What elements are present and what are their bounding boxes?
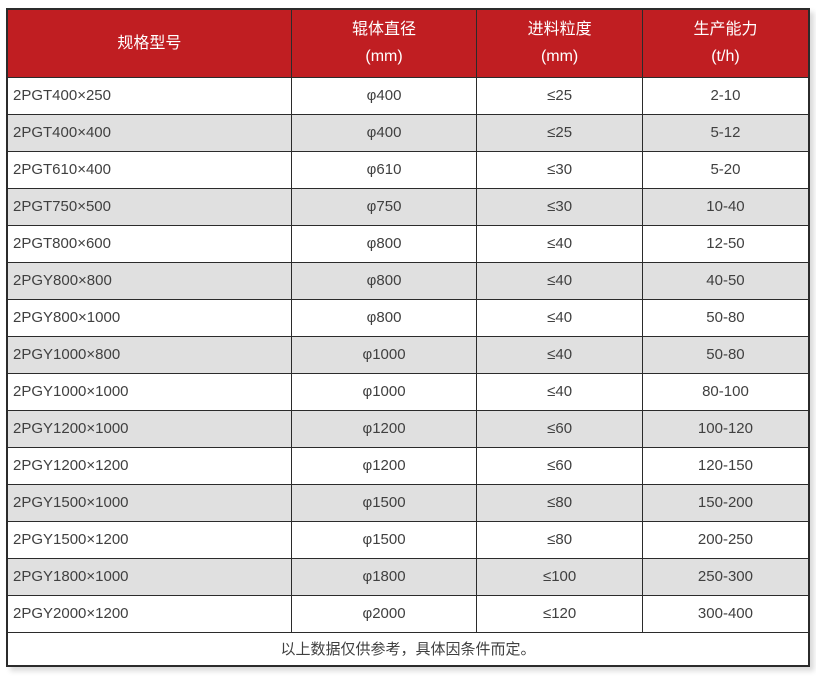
model-cell: 2PGT400×400 (6, 113, 292, 152)
column-header-label: 生产能力 (693, 21, 758, 39)
capacity-cell: 50-80 (641, 335, 810, 374)
capacity-cell: 250-300 (641, 557, 810, 596)
column-header-1: 规格型号 (6, 8, 292, 78)
feed-size-cell: ≤40 (476, 224, 643, 263)
diameter-cell: φ1800 (290, 557, 478, 596)
table-body: 2PGT400×250 φ400 ≤25 2-10 2PGT400×400 φ400 ≤25… (6, 76, 810, 633)
feed-size-cell: ≤25 (476, 76, 643, 115)
table-row: 2PGY1200×1200 φ1200 ≤60 120-150 (6, 446, 810, 485)
feed-size-cell: ≤40 (476, 261, 643, 300)
feed-size-cell: ≤40 (476, 372, 643, 411)
diameter-cell: φ1200 (290, 446, 478, 485)
table-row: 2PGY2000×1200 φ2000 ≤120 300-400 (6, 594, 810, 633)
diameter-cell: φ400 (290, 113, 478, 152)
capacity-cell: 100-120 (641, 409, 810, 448)
model-cell: 2PGY1500×1200 (6, 520, 292, 559)
column-header-unit: (mm) (365, 48, 403, 66)
capacity-cell: 300-400 (641, 594, 810, 633)
footnote-row: 以上数据仅供参考，具体因条件而定。 (6, 631, 810, 667)
table-header: 规格型号 辊体直径 (mm) 进料粒度 (mm) 生产能力 (t/h) (6, 8, 810, 78)
feed-size-cell: ≤25 (476, 113, 643, 152)
column-header-3: 进料粒度 (mm) (476, 8, 643, 78)
feed-size-cell: ≤100 (476, 557, 643, 596)
diameter-cell: φ800 (290, 224, 478, 263)
table-row: 2PGY1000×800 φ1000 ≤40 50-80 (6, 335, 810, 374)
table-row: 2PGT610×400 φ610 ≤30 5-20 (6, 150, 810, 189)
capacity-cell: 10-40 (641, 187, 810, 226)
diameter-cell: φ1000 (290, 372, 478, 411)
capacity-cell: 150-200 (641, 483, 810, 522)
feed-size-cell: ≤80 (476, 520, 643, 559)
model-cell: 2PGY1500×1000 (6, 483, 292, 522)
feed-size-cell: ≤30 (476, 187, 643, 226)
model-cell: 2PGY1000×800 (6, 335, 292, 374)
capacity-cell: 2-10 (641, 76, 810, 115)
table-row: 2PGY800×800 φ800 ≤40 40-50 (6, 261, 810, 300)
table-footer: 以上数据仅供参考，具体因条件而定。 (6, 631, 810, 667)
capacity-cell: 120-150 (641, 446, 810, 485)
model-cell: 2PGY800×800 (6, 261, 292, 300)
feed-size-cell: ≤60 (476, 409, 643, 448)
table-row: 2PGY1000×1000 φ1000 ≤40 80-100 (6, 372, 810, 411)
model-cell: 2PGY1200×1000 (6, 409, 292, 448)
diameter-cell: φ800 (290, 298, 478, 337)
model-cell: 2PGY1800×1000 (6, 557, 292, 596)
column-header-label: 辊体直径 (352, 21, 417, 39)
table-row: 2PGY1500×1000 φ1500 ≤80 150-200 (6, 483, 810, 522)
feed-size-cell: ≤120 (476, 594, 643, 633)
model-cell: 2PGT800×600 (6, 224, 292, 263)
column-header-label: 规格型号 (117, 34, 182, 52)
capacity-cell: 5-20 (641, 150, 810, 189)
model-cell: 2PGY1200×1200 (6, 446, 292, 485)
capacity-cell: 12-50 (641, 224, 810, 263)
capacity-cell: 200-250 (641, 520, 810, 559)
feed-size-cell: ≤30 (476, 150, 643, 189)
column-header-4: 生产能力 (t/h) (641, 8, 810, 78)
capacity-cell: 50-80 (641, 298, 810, 337)
column-header-2: 辊体直径 (mm) (290, 8, 478, 78)
feed-size-cell: ≤40 (476, 335, 643, 374)
feed-size-cell: ≤60 (476, 446, 643, 485)
model-cell: 2PGT400×250 (6, 76, 292, 115)
table-row: 2PGY1200×1000 φ1200 ≤60 100-120 (6, 409, 810, 448)
diameter-cell: φ800 (290, 261, 478, 300)
model-cell: 2PGY1000×1000 (6, 372, 292, 411)
column-header-unit: (mm) (540, 48, 579, 66)
capacity-cell: 80-100 (641, 372, 810, 411)
diameter-cell: φ400 (290, 76, 478, 115)
table-row: 2PGY1800×1000 φ1800 ≤100 250-300 (6, 557, 810, 596)
column-header-unit: (t/h) (711, 48, 740, 66)
column-header-label: 进料粒度 (527, 21, 592, 39)
diameter-cell: φ1500 (290, 520, 478, 559)
table-row: 2PGY800×1000 φ800 ≤40 50-80 (6, 298, 810, 337)
feed-size-cell: ≤40 (476, 298, 643, 337)
diameter-cell: φ1500 (290, 483, 478, 522)
table-row: 2PGT400×250 φ400 ≤25 2-10 (6, 76, 810, 115)
model-cell: 2PGY800×1000 (6, 298, 292, 337)
table-footnote: 以上数据仅供参考，具体因条件而定。 (6, 631, 810, 667)
diameter-cell: φ1200 (290, 409, 478, 448)
model-cell: 2PGT750×500 (6, 187, 292, 226)
table-row: 2PGT400×400 φ400 ≤25 5-12 (6, 113, 810, 152)
capacity-cell: 40-50 (641, 261, 810, 300)
table-row: 2PGY1500×1200 φ1500 ≤80 200-250 (6, 520, 810, 559)
table-row: 2PGT750×500 φ750 ≤30 10-40 (6, 187, 810, 226)
feed-size-cell: ≤80 (476, 483, 643, 522)
model-cell: 2PGY2000×1200 (6, 594, 292, 633)
model-cell: 2PGT610×400 (6, 150, 292, 189)
header-row: 规格型号 辊体直径 (mm) 进料粒度 (mm) 生产能力 (t/h) (6, 8, 810, 78)
diameter-cell: φ610 (290, 150, 478, 189)
diameter-cell: φ2000 (290, 594, 478, 633)
diameter-cell: φ1000 (290, 335, 478, 374)
spec-table: 规格型号 辊体直径 (mm) 进料粒度 (mm) 生产能力 (t/h) 2PGT400×25… (6, 8, 810, 667)
diameter-cell: φ750 (290, 187, 478, 226)
table-row: 2PGT800×600 φ800 ≤40 12-50 (6, 224, 810, 263)
capacity-cell: 5-12 (641, 113, 810, 152)
